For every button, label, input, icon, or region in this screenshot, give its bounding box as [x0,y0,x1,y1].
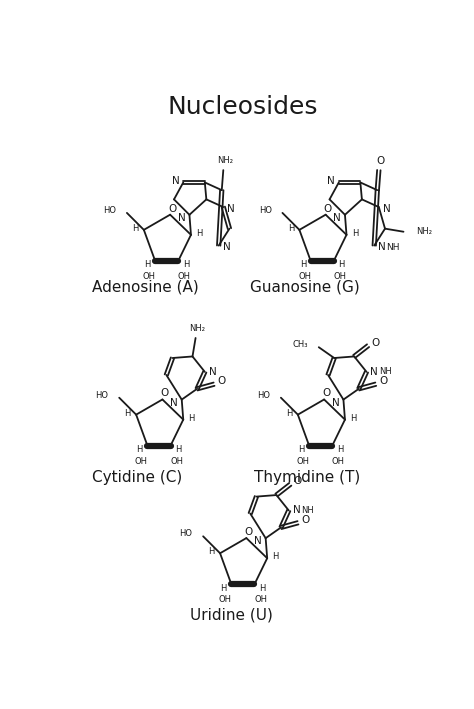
Text: N: N [170,398,178,408]
Text: H: H [298,445,305,454]
Text: OH: OH [143,272,155,281]
Text: HO: HO [103,206,116,215]
Text: N: N [178,213,186,223]
Text: O: O [245,527,253,537]
Text: O: O [324,203,332,213]
Text: N: N [378,242,386,252]
Text: OH: OH [170,457,183,466]
Text: N: N [383,203,391,213]
Text: O: O [301,515,310,525]
Text: O: O [379,376,388,386]
Text: Adenosine (A): Adenosine (A) [92,279,199,294]
Text: CH₃: CH₃ [292,340,308,349]
Text: H: H [137,445,143,454]
Text: H: H [259,584,265,593]
Text: H: H [338,260,345,269]
Text: HO: HO [179,530,192,539]
Text: N: N [172,176,180,186]
Text: H: H [125,408,131,418]
Text: N: N [332,398,339,408]
Text: NH: NH [379,367,392,376]
Text: OH: OH [332,457,345,466]
Text: OH: OH [178,272,191,281]
Text: H: H [352,229,358,238]
Text: H: H [220,584,227,593]
Text: OH: OH [298,272,311,281]
Text: Uridine (U): Uridine (U) [190,608,273,623]
Text: NH: NH [301,506,314,515]
Text: NH₂: NH₂ [189,324,205,333]
Text: H: H [273,552,279,561]
Text: Guanosine (G): Guanosine (G) [250,279,360,294]
Text: Nucleosides: Nucleosides [168,94,318,118]
Text: N: N [370,367,378,377]
Text: O: O [372,337,380,347]
Text: Thymidine (T): Thymidine (T) [254,470,360,485]
Text: H: H [300,260,306,269]
Text: O: O [322,389,330,398]
Text: OH: OH [334,272,346,281]
Text: NH₂: NH₂ [217,157,233,165]
Text: H: H [183,260,189,269]
Text: H: H [189,413,195,423]
Text: H: H [286,408,292,418]
Text: H: H [209,547,215,556]
Text: H: H [144,260,151,269]
Text: N: N [254,536,262,546]
Text: O: O [168,203,176,213]
Text: N: N [333,213,341,223]
Text: Cytidine (C): Cytidine (C) [92,470,182,485]
Text: OH: OH [135,457,148,466]
Text: O: O [218,376,226,386]
Text: H: H [288,224,294,233]
Text: OH: OH [254,595,267,604]
Text: OH: OH [296,457,310,466]
Text: HO: HO [95,391,109,400]
Text: H: H [337,445,343,454]
Text: O: O [376,156,384,166]
Text: O: O [161,389,169,398]
Text: O: O [294,476,302,486]
Text: H: H [175,445,182,454]
Text: OH: OH [219,595,232,604]
Text: NH: NH [386,242,400,252]
Text: N: N [222,242,230,252]
Text: HO: HO [257,391,270,400]
Text: H: H [196,229,202,238]
Text: N: N [292,506,301,515]
Text: N: N [327,176,335,186]
Text: N: N [209,367,217,377]
Text: HO: HO [259,206,272,215]
Text: NH₂: NH₂ [416,227,432,236]
Text: N: N [227,203,235,213]
Text: H: H [350,413,356,423]
Text: H: H [132,224,138,233]
